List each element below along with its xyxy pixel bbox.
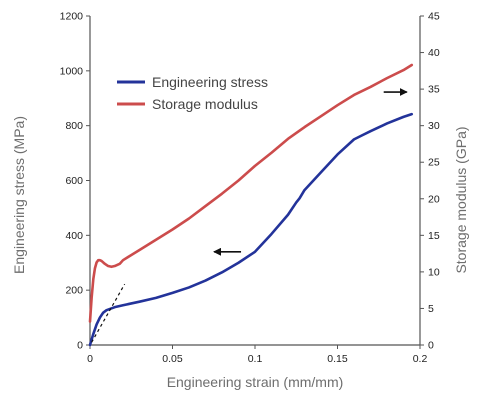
legend-label-engineering-stress: Engineering stress (152, 74, 268, 90)
right-y-axis-title: Storage modulus (GPa) (453, 126, 469, 273)
left-y-tick-label: 1200 (60, 11, 84, 23)
right-y-tick-label: 15 (428, 230, 440, 242)
storage-modulus-line (88, 63, 414, 323)
right-y-tick-label: 10 (428, 266, 440, 278)
right-y-tick-label: 40 (428, 47, 440, 59)
legend-label-storage-modulus: Storage modulus (152, 96, 258, 112)
axes (89, 16, 421, 346)
right-y-tick-label: 30 (428, 120, 440, 132)
right-y-tick-label: 20 (428, 193, 440, 205)
left-y-tick-label: 0 (77, 340, 83, 352)
left-y-tick-label: 800 (65, 120, 83, 132)
left-y-tick-label: 400 (65, 230, 83, 242)
tangent-dashed-line (91, 283, 126, 343)
x-tick-label: 0.15 (327, 353, 348, 365)
right-y-tick-label: 45 (428, 11, 440, 23)
x-tick-label: 0.05 (162, 353, 183, 365)
right-y-tick-label: 5 (428, 303, 434, 315)
left-y-tick-label: 1000 (60, 65, 84, 77)
x-tick-label: 0.2 (413, 353, 428, 365)
right-y-tick-label: 35 (428, 84, 440, 96)
right-y-tick-label: 25 (428, 157, 440, 169)
legend: Engineering stress Storage modulus (117, 74, 268, 112)
annotations (91, 88, 408, 343)
x-tick-label: 0.1 (248, 353, 263, 365)
x-tick-label: 0 (87, 353, 93, 365)
ticks: 0 0.05 0.1 0.15 0.20200400600800100012000510… (60, 11, 440, 366)
left-y-tick-label: 600 (65, 175, 83, 187)
left-y-axis-title: Engineering stress (MPa) (11, 116, 27, 274)
plot-area (88, 63, 414, 347)
engineering-stress-line (88, 112, 414, 347)
left-y-tick-label: 200 (65, 285, 83, 297)
right-y-tick-label: 0 (428, 340, 434, 352)
x-axis-title: Engineering strain (mm/mm) (167, 374, 344, 390)
